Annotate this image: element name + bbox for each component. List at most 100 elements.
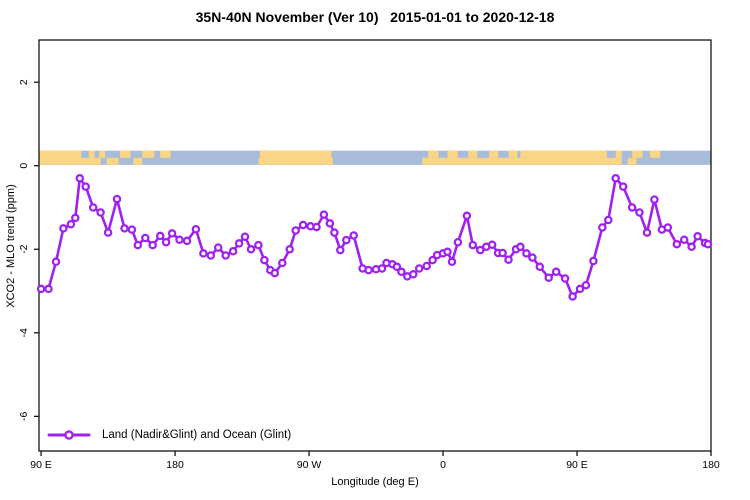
data-point-marker — [575, 284, 585, 294]
data-point-marker — [246, 245, 256, 254]
data-point-marker — [635, 208, 644, 217]
data-point-marker — [278, 258, 287, 268]
data-point-marker — [663, 223, 673, 232]
land-segment — [258, 157, 333, 165]
data-point-marker — [672, 239, 682, 249]
data-point-marker — [120, 224, 129, 233]
data-point-marker — [182, 236, 192, 246]
land-segment — [468, 150, 478, 158]
data-point-marker — [528, 253, 537, 262]
chart-title: 35N-40N November (Ver 10) 2015-01-01 to … — [195, 9, 555, 25]
x-axis-label: Longitude (deg E) — [331, 476, 419, 488]
land-segment — [422, 157, 622, 165]
data-point-marker — [199, 249, 208, 258]
land-segment — [428, 150, 439, 158]
data-point-marker — [312, 222, 321, 232]
data-point-marker — [148, 240, 157, 250]
data-point-marker — [206, 251, 216, 260]
data-point-marker — [568, 292, 577, 301]
data-point-marker — [330, 228, 339, 237]
data-point-marker — [175, 235, 184, 244]
land-segment — [88, 150, 95, 158]
data-point-marker — [544, 273, 553, 282]
land-segment — [632, 150, 643, 158]
land-segment — [649, 150, 661, 158]
data-point-marker — [325, 219, 335, 228]
data-point-marker — [228, 247, 238, 256]
land-segment — [119, 150, 131, 158]
y-axis-label: XCO2 - MLO trend (ppm) — [5, 184, 17, 308]
data-point-marker — [409, 270, 418, 279]
data-point-marker — [342, 235, 351, 245]
data-point-marker — [703, 239, 713, 249]
land-segment — [259, 150, 332, 158]
land-segment — [39, 150, 82, 158]
data-point-marker — [611, 174, 620, 183]
data-point-marker — [679, 235, 689, 244]
x-tick-label: 180 — [702, 459, 720, 471]
land-segment — [106, 157, 119, 165]
series-land-ocean — [36, 174, 713, 301]
data-point-marker — [392, 262, 402, 272]
data-point-marker — [447, 257, 457, 267]
data-point-marker — [650, 195, 659, 204]
y-tick-label: 2 — [18, 79, 30, 85]
data-point-marker — [487, 240, 497, 249]
data-point-marker — [319, 210, 329, 219]
legend-label: Land (Nadir&Glint) and Ocean (Glint) — [102, 429, 292, 441]
land-segment — [133, 157, 143, 165]
data-point-marker — [81, 182, 90, 191]
legend: Land (Nadir&Glint) and Ocean (Glint) — [47, 429, 291, 441]
data-point-marker — [349, 231, 358, 240]
data-point-marker — [141, 233, 150, 243]
land-segment — [447, 150, 458, 158]
data-point-marker — [589, 256, 598, 266]
x-tick-label: 90 E — [30, 459, 52, 471]
data-point-marker — [291, 226, 300, 235]
data-point-marker — [127, 225, 137, 234]
data-point-marker — [155, 231, 165, 241]
data-point-marker — [522, 249, 531, 258]
data-point-marker — [133, 240, 143, 250]
x-tick-label: 0 — [440, 459, 446, 471]
data-point-marker — [642, 228, 652, 237]
data-point-marker — [75, 174, 85, 183]
data-point-marker — [551, 267, 561, 277]
y-tick-label: -4 — [18, 328, 30, 337]
data-point-marker — [581, 280, 591, 290]
land-segment — [627, 157, 637, 165]
data-point-marker — [51, 257, 61, 267]
data-point-marker — [71, 213, 80, 223]
data-point-marker — [618, 182, 628, 191]
data-point-marker — [285, 245, 294, 254]
land-segment — [99, 150, 106, 158]
data-point-marker — [88, 203, 98, 212]
land-segment — [39, 157, 101, 165]
land-segment — [508, 150, 518, 158]
data-point-marker — [364, 265, 373, 275]
data-point-marker — [44, 284, 53, 294]
data-point-marker — [560, 274, 570, 283]
y-tick-label: -2 — [18, 244, 30, 253]
data-point-marker — [604, 215, 613, 225]
data-point-marker — [516, 242, 525, 252]
x-tick-label: 90 E — [566, 459, 588, 471]
data-point-marker — [687, 242, 696, 252]
data-point-marker — [167, 229, 177, 238]
x-tick-label: 180 — [166, 459, 184, 471]
data-point-marker — [598, 223, 607, 232]
land-segment — [520, 150, 607, 158]
data-point-marker — [693, 232, 702, 241]
data-point-marker — [453, 237, 463, 247]
data-point-marker — [336, 245, 345, 255]
land-segment — [489, 150, 499, 158]
data-point-marker — [161, 237, 171, 247]
data-point-marker — [270, 268, 280, 278]
x-axis-ticks: 90 E 180 90 W 0 90 E 180 — [30, 451, 720, 471]
data-point-marker — [298, 220, 308, 230]
legend-marker-icon — [47, 430, 91, 440]
land-ocean-strip — [39, 150, 711, 165]
data-point-marker — [377, 264, 387, 273]
